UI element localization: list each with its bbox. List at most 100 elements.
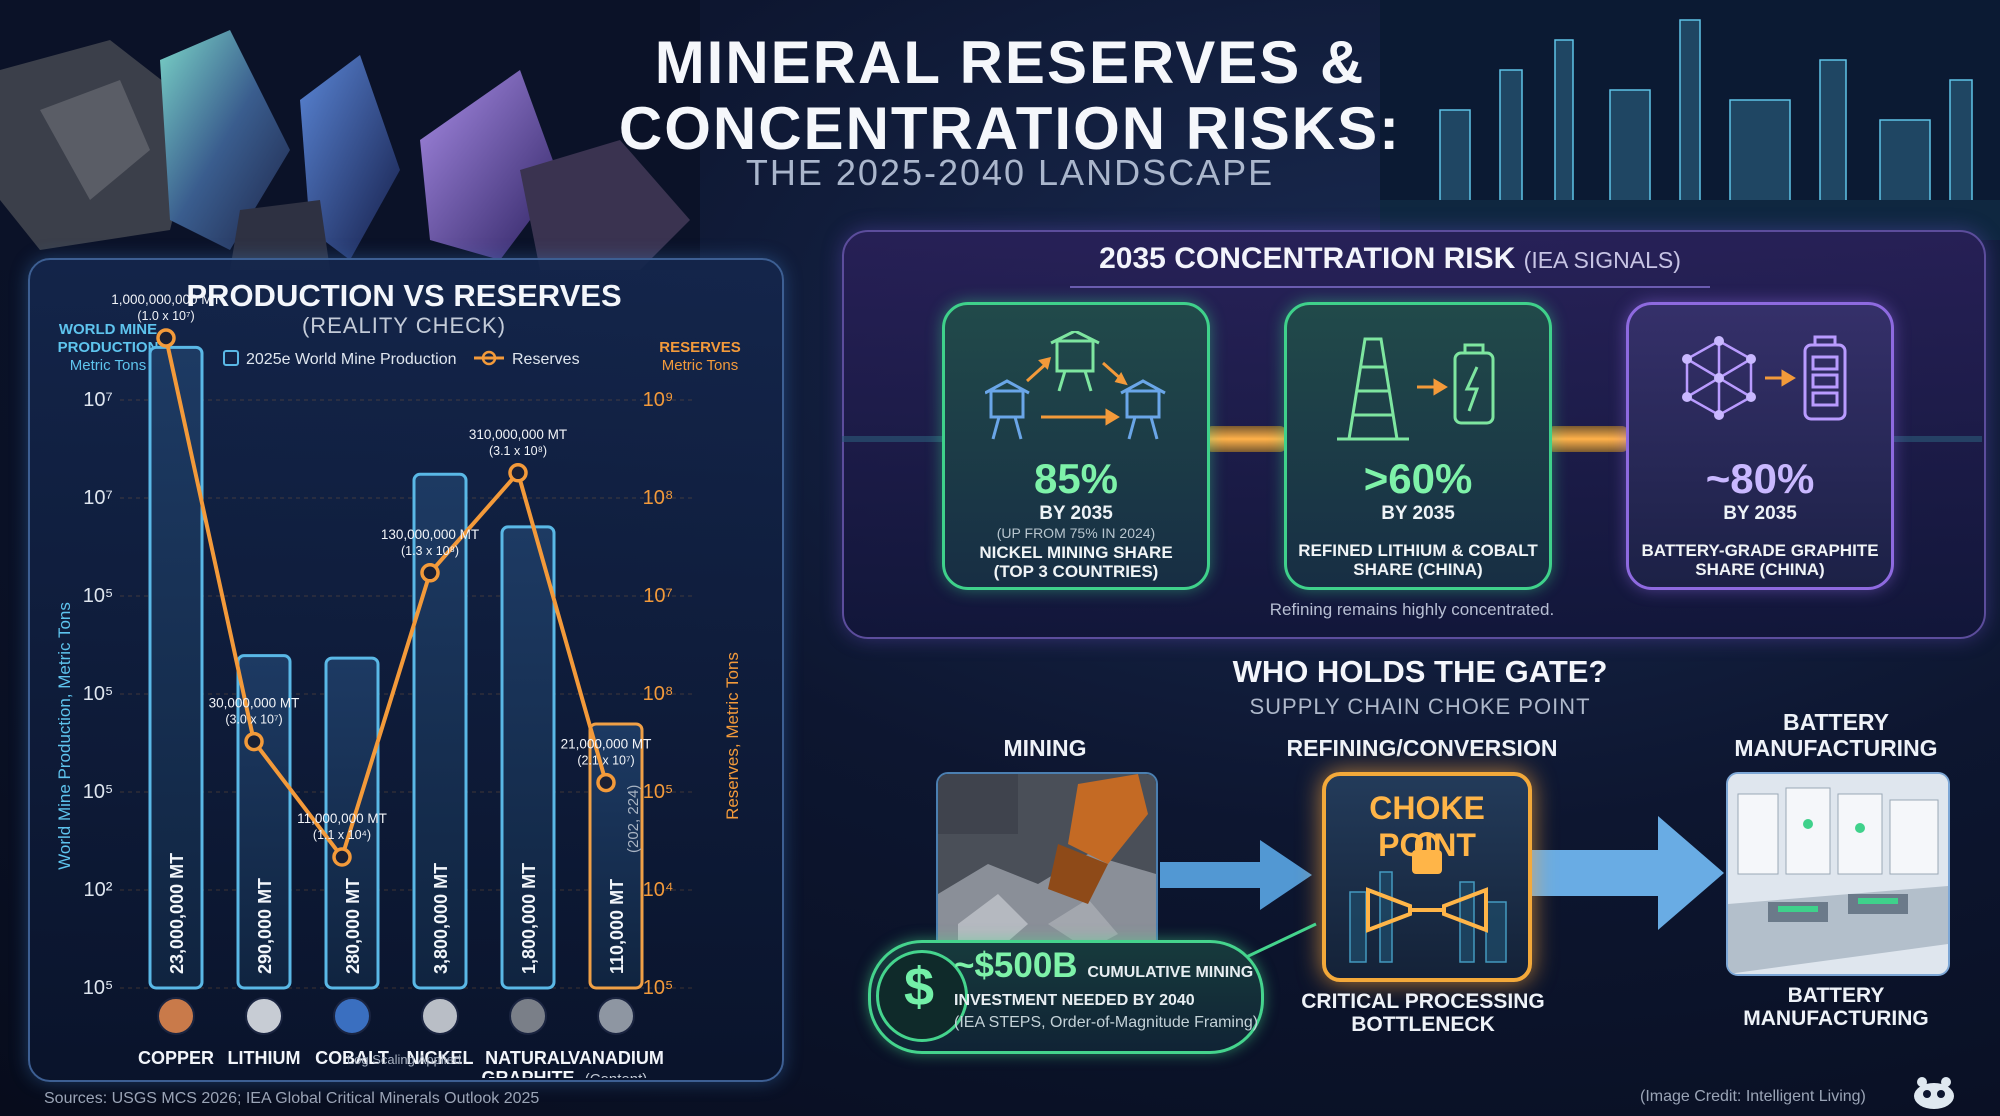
vanadium-extra-label: (202, 224) [625, 785, 642, 853]
category-label-4-0: NATURAL [485, 1048, 571, 1068]
refining-note: Refining remains highly concentrated. [1269, 600, 1555, 619]
log-scale-note: Log Scaling Applied [346, 1052, 462, 1067]
stage-battery-label: BATTERY MANUFACTURING [1706, 709, 1966, 761]
risk-title-text: 2035 CONCENTRATION RISK [1099, 242, 1516, 275]
risk-card-nickel: 85% BY 2035 (UP FROM 75% IN 2024) NICKEL… [942, 302, 1210, 590]
investment-amount-line: ~$500B CUMULATIVE MINING [954, 946, 1253, 986]
nickel-note: (UP FROM 75% IN 2024) [996, 525, 1156, 541]
stage-mining-label: MINING [1003, 735, 1087, 761]
right-tick-label-6: 10⁵ [643, 977, 674, 999]
category-label-2-0: COBALT [315, 1048, 389, 1068]
refinery-illustration [1380, 0, 2000, 240]
right-axis-unit: Metric Tons [662, 357, 738, 374]
right-tick-label-2: 10⁷ [643, 585, 672, 607]
bottleneck-label: CRITICAL PROCESSING BOTTLENECK [1272, 990, 1574, 1036]
bottleneck-line-2: BOTTLENECK [1351, 1013, 1495, 1036]
category-label-5-1: (Content) [585, 1071, 648, 1078]
dollar-icon [876, 950, 968, 1042]
left-tick-label-5: 10² [84, 879, 113, 901]
bottleneck-line-1: CRITICAL PROCESSING [1301, 990, 1545, 1013]
left-tick-label-2: 10⁵ [83, 585, 114, 607]
sources-text: Sources: USGS MCS 2026; IEA Global Criti… [44, 1090, 540, 1107]
legend-production-swatch [223, 350, 239, 366]
category-label-4-1: GRAPHITE [481, 1068, 574, 1078]
reserves-point-2 [332, 847, 352, 867]
investment-amount-suffix: CUMULATIVE MINING [1087, 964, 1254, 981]
crystals-illustration [0, 0, 700, 270]
reserves-label-0: 1,000,000,000 MT [111, 292, 221, 307]
investment-line-3: (IEA STEPS, Order-of-Magnitude Framing) [954, 1014, 1259, 1031]
left-tick-label-3: 10⁵ [83, 683, 114, 705]
left-axis-title-1: WORLD MINE [59, 321, 157, 338]
graphite-battery-icon [1682, 335, 1847, 421]
mineral-icon-2 [333, 997, 371, 1035]
lithium-cobalt-label-1: REFINED LITHIUM & COBALT [1298, 541, 1538, 560]
graphite-percent: ~80% [1705, 455, 1815, 502]
card-connectors [842, 426, 1982, 452]
left-tick-label-6: 10⁵ [83, 977, 114, 999]
right-tick-label-3: 10⁸ [643, 683, 674, 705]
panel-subtitle: (REALITY CHECK) [301, 313, 507, 338]
reserves-point-3 [420, 563, 440, 583]
graphite-label-1: BATTERY-GRADE GRAPHITE [1641, 541, 1879, 560]
reserves-label-2: 11,000,000 MT [297, 811, 387, 826]
right-tick-label-0: 10⁹ [643, 389, 674, 411]
image-credit: (Image Credit: Intelligent Living) [1640, 1088, 1866, 1105]
mineral-icon-5 [597, 997, 635, 1035]
graphite-label-2: SHARE (CHINA) [1695, 560, 1825, 579]
right-axis-vertical: Reserves, Metric Tons [723, 652, 742, 820]
left-tick-label-1: 10⁷ [83, 487, 112, 509]
production-bar-label-3: 3,800,000 MT [431, 863, 451, 974]
gate-subtitle: SUPPLY CHAIN CHOKE POINT [1249, 694, 1591, 719]
production-bar-label-4: 1,800,000 MT [519, 863, 539, 974]
reserves-label-5: 21,000,000 MT [561, 737, 652, 752]
battery-bottom-line-1: BATTERY [1787, 984, 1885, 1007]
production-bar-label-5: 110,000 MT [607, 879, 627, 974]
dollar-sign: $ [903, 957, 935, 1017]
stage-battery-line-2: MANUFACTURING [1734, 735, 1938, 761]
reserves-sci-label-4: (3.1 x 10⁸) [489, 444, 547, 458]
investment-line-2: INVESTMENT NEEDED BY 2040 [954, 992, 1195, 1009]
title-line-2: CONCENTRATION RISKS: [618, 95, 1402, 162]
nickel-label-2: (TOP 3 COUNTRIES) [993, 562, 1159, 581]
title-line-1: MINERAL RESERVES & [654, 29, 1366, 96]
reserves-sci-label-1: (3.0 x 10⁷) [225, 713, 282, 727]
arrow-mining-to-refining [1160, 840, 1312, 910]
reserves-sci-label-5: (2.1 x 10⁷) [577, 754, 634, 768]
right-tick-label-5: 10⁴ [643, 879, 674, 901]
stage-battery-line-1: BATTERY [1782, 709, 1890, 735]
production-bar-0 [148, 345, 204, 990]
lithium-cobalt-by: BY 2035 [1381, 503, 1455, 524]
right-tick-label-4: 10⁵ [643, 781, 674, 803]
right-axis-title: RESERVES [659, 339, 740, 356]
battery-factory-image [1726, 772, 1950, 976]
category-label-1-0: LITHIUM [228, 1048, 301, 1068]
lithium-cobalt-label-2: SHARE (CHINA) [1353, 560, 1483, 579]
mine-flow-icon [985, 331, 1166, 440]
battery-bottom-label: BATTERY MANUFACTURING [1706, 984, 1966, 1030]
choke-point-icon [1349, 832, 1507, 963]
production-bar-4 [500, 525, 556, 990]
risk-title: 2035 CONCENTRATION RISK (IEA SIGNALS) [1070, 242, 1710, 276]
category-label-0-0: COPPER [138, 1048, 214, 1068]
investment-amount: ~$500B [954, 946, 1078, 985]
risk-card-graphite: ~80% BY 2035 BATTERY-GRADE GRAPHITE SHAR… [1626, 302, 1894, 590]
legend-reserves-marker [481, 350, 497, 366]
legend-reserves-label: Reserves [512, 351, 580, 368]
battery-bottom-line-2: MANUFACTURING [1743, 1007, 1929, 1030]
reserves-sci-label-0: (1.0 x 10⁷) [137, 309, 194, 323]
left-axis-title-2: PRODUCTION [58, 339, 159, 356]
mining-image [936, 772, 1158, 952]
main-title: MINERAL RESERVES & CONCENTRATION RISKS: [560, 30, 1460, 162]
nickel-label-1: NICKEL MINING SHARE [979, 543, 1173, 562]
reserves-point-1 [244, 731, 264, 752]
right-tick-label-1: 10⁸ [643, 487, 674, 509]
reserves-sci-label-3: (1.3 x 10⁸) [401, 544, 459, 558]
risk-header-frame [1070, 232, 1710, 288]
lock-icon [1412, 850, 1442, 874]
mineral-icon-3 [421, 997, 459, 1035]
legend-production-label: 2025e World Mine Production [246, 351, 457, 368]
gate-title: WHO HOLDS THE GATE? [1232, 654, 1608, 689]
reserves-sci-label-2: (1.1 x 10⁴) [313, 828, 371, 842]
reserves-line [164, 337, 608, 860]
